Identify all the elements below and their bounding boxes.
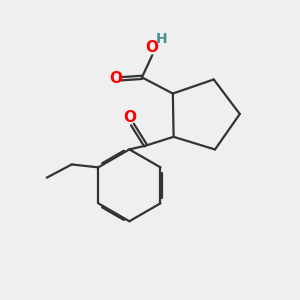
Text: O: O xyxy=(110,71,122,86)
Text: H: H xyxy=(156,32,167,46)
Text: O: O xyxy=(124,110,136,125)
Text: O: O xyxy=(146,40,159,56)
